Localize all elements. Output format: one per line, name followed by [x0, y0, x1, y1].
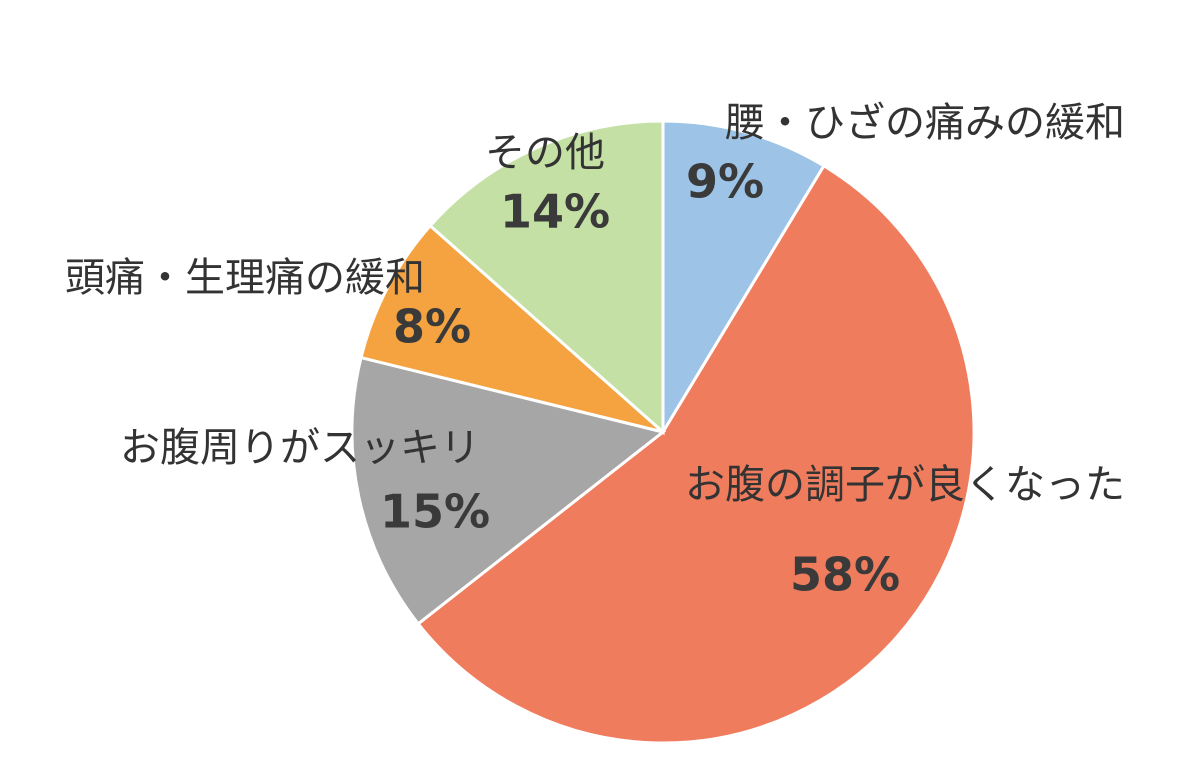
slice-label: 頭痛・生理痛の緩和: [65, 255, 425, 301]
pie-slice: [428, 119, 665, 436]
value-label: 8%: [393, 300, 471, 354]
pie-slice: [661, 119, 826, 438]
value-label: 9%: [686, 155, 764, 209]
slice-label: お腹の調子が良くなった: [685, 462, 1125, 508]
slice-label: その他: [485, 130, 605, 176]
pie-slice: [350, 355, 667, 626]
slice-label: 腰・ひざの痛みの緩和: [725, 100, 1125, 146]
value-label: 58%: [790, 548, 900, 602]
value-label: 14%: [500, 185, 610, 239]
pie-slice: [359, 223, 664, 434]
slice-label: お腹周りがスッキリ: [120, 425, 480, 471]
pie-slice: [416, 163, 976, 745]
value-label: 15%: [380, 485, 490, 539]
